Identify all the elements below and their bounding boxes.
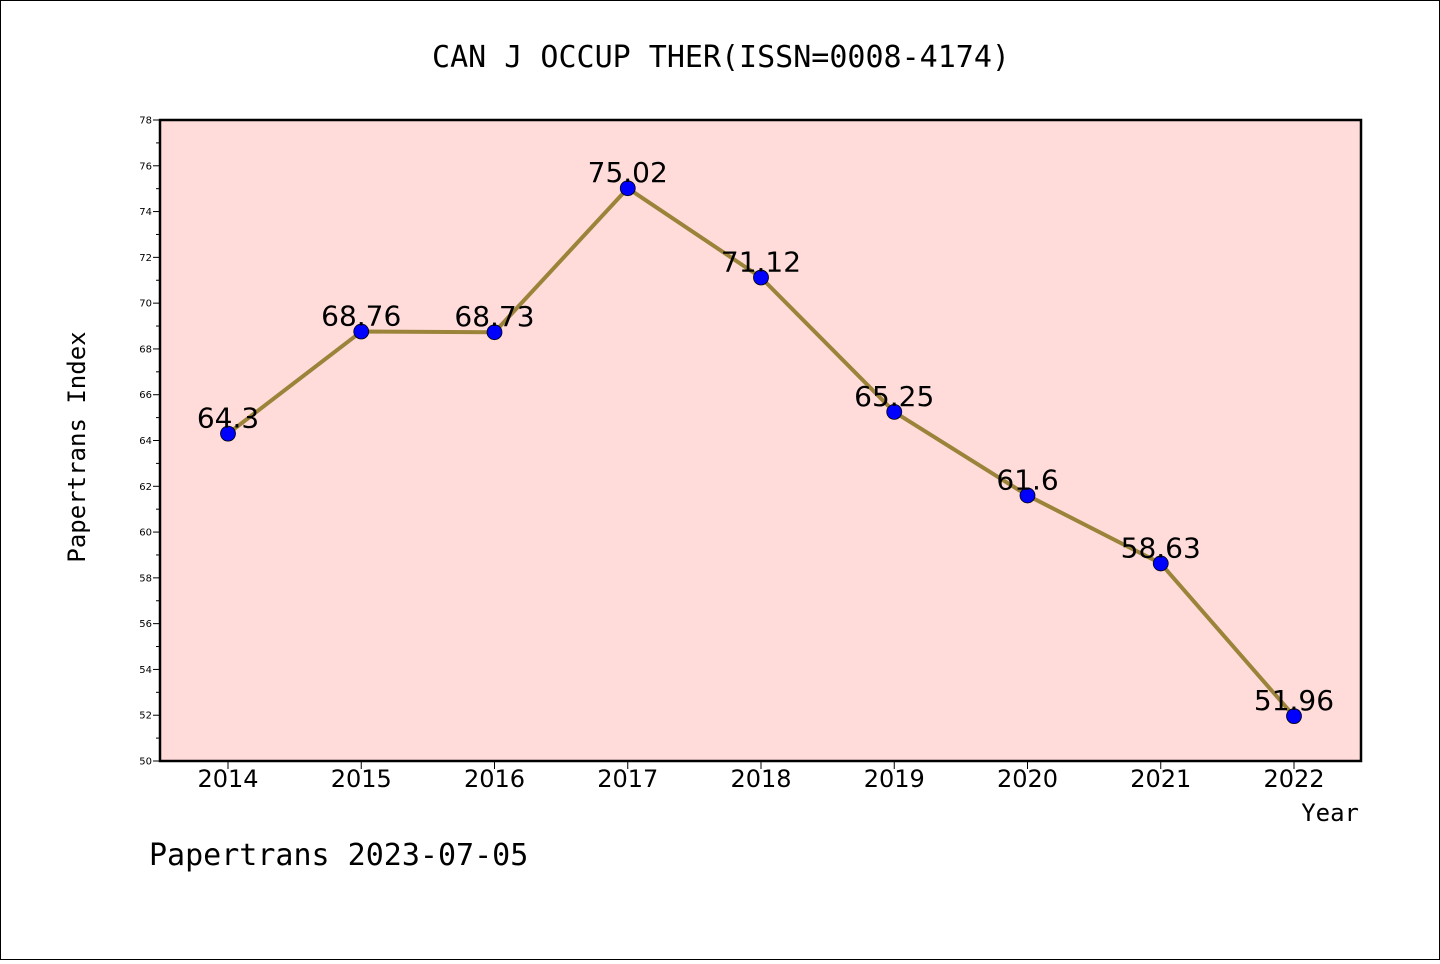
- data-point: [1019, 487, 1036, 504]
- data-labels-group: 64.3 68.76 68.73 75.02 71.12 65.25 61.6 58.63 51…: [197, 156, 1334, 717]
- footer-watermark: Papertrans 2023-07-05: [149, 838, 528, 873]
- x-tick-label: 2022: [1263, 765, 1324, 793]
- y-tick-label: 58: [139, 573, 152, 584]
- data-point: [486, 324, 503, 341]
- x-tick-label: 2014: [197, 765, 258, 793]
- x-tick-label: 2015: [331, 765, 392, 793]
- y-tick-label: 60: [139, 528, 152, 539]
- y-tick-label: 72: [139, 253, 152, 264]
- y-tick-label: 70: [139, 299, 152, 310]
- x-axis-ticks: 2014 2015 2016 2017 2018 2019 2020 2021 2022: [197, 761, 1325, 793]
- data-label: 61.6: [996, 463, 1058, 496]
- data-label: 65.25: [854, 380, 934, 413]
- y-tick-label: 62: [139, 482, 152, 493]
- plot-border: [158, 118, 1363, 763]
- data-point: [619, 180, 636, 197]
- x-tick-label: 2020: [997, 765, 1058, 793]
- y-tick-label: 66: [139, 390, 152, 401]
- y-tick-label: 74: [139, 207, 152, 218]
- x-tick-label: 2021: [1130, 765, 1191, 793]
- y-tick-label: 76: [139, 161, 152, 172]
- data-label: 64.3: [197, 402, 259, 435]
- data-label: 71.12: [721, 246, 801, 279]
- y-axis-label: Papertrans Index: [63, 331, 91, 562]
- data-point: [1152, 555, 1169, 572]
- x-axis-label: Year: [1301, 799, 1359, 827]
- series-group: [220, 180, 1302, 725]
- x-tick-label: 2017: [597, 765, 658, 793]
- x-tick-label: 2018: [730, 765, 791, 793]
- data-label: 75.02: [588, 156, 668, 189]
- data-point: [886, 403, 903, 420]
- y-axis-ticks: 50 52 54 56 58 60 62 64 66 68 70 72 74 76 78: [139, 116, 160, 768]
- data-point: [353, 323, 370, 340]
- y-tick-label: 52: [139, 711, 152, 722]
- y-tick-label: 50: [139, 757, 152, 768]
- y-tick-label: 64: [139, 436, 152, 447]
- data-label: 58.63: [1121, 531, 1201, 564]
- data-point: [1286, 708, 1302, 725]
- y-tick-label: 56: [139, 619, 152, 630]
- x-tick-label: 2016: [464, 765, 525, 793]
- y-tick-label: 54: [139, 665, 152, 676]
- plot-area: [160, 120, 1361, 761]
- data-label: 68.73: [454, 300, 534, 333]
- data-label: 68.76: [321, 300, 401, 333]
- chart-title: CAN J OCCUP THER(ISSN=0008-4174): [432, 40, 1010, 75]
- y-tick-label: 78: [139, 116, 152, 127]
- x-tick-label: 2019: [864, 765, 925, 793]
- y-tick-label: 68: [139, 344, 152, 355]
- data-point: [753, 269, 769, 286]
- data-label: 51.96: [1254, 684, 1334, 717]
- data-point: [220, 425, 236, 442]
